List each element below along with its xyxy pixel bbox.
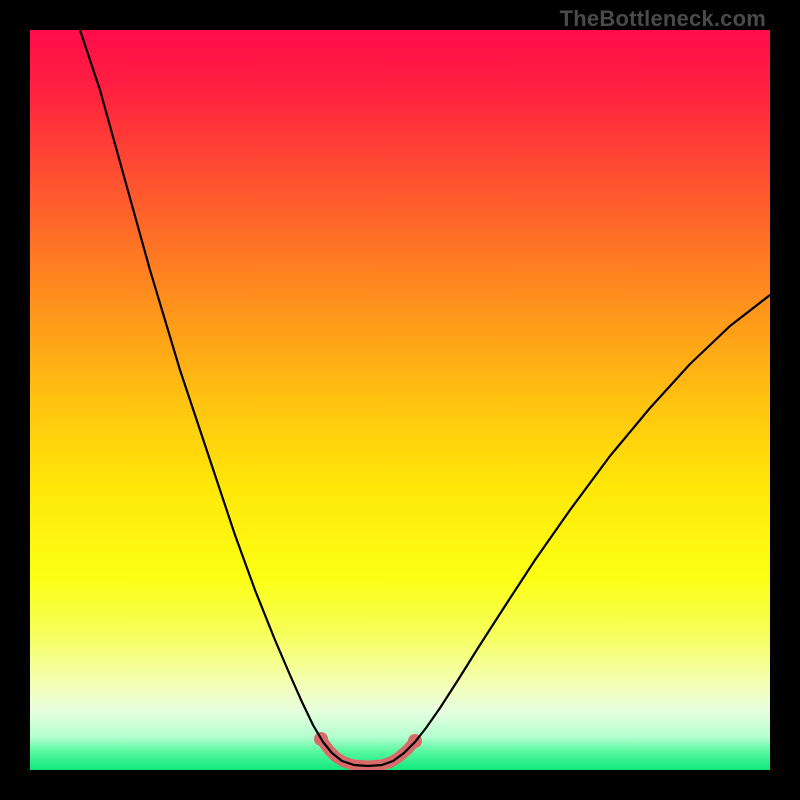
frame: TheBottleneck.com: [0, 0, 800, 800]
chart-svg: [30, 30, 770, 770]
bottleneck-curve: [80, 30, 770, 766]
watermark-text: TheBottleneck.com: [560, 6, 766, 32]
plot-area: [30, 30, 770, 770]
highlight-segment: [321, 739, 415, 766]
